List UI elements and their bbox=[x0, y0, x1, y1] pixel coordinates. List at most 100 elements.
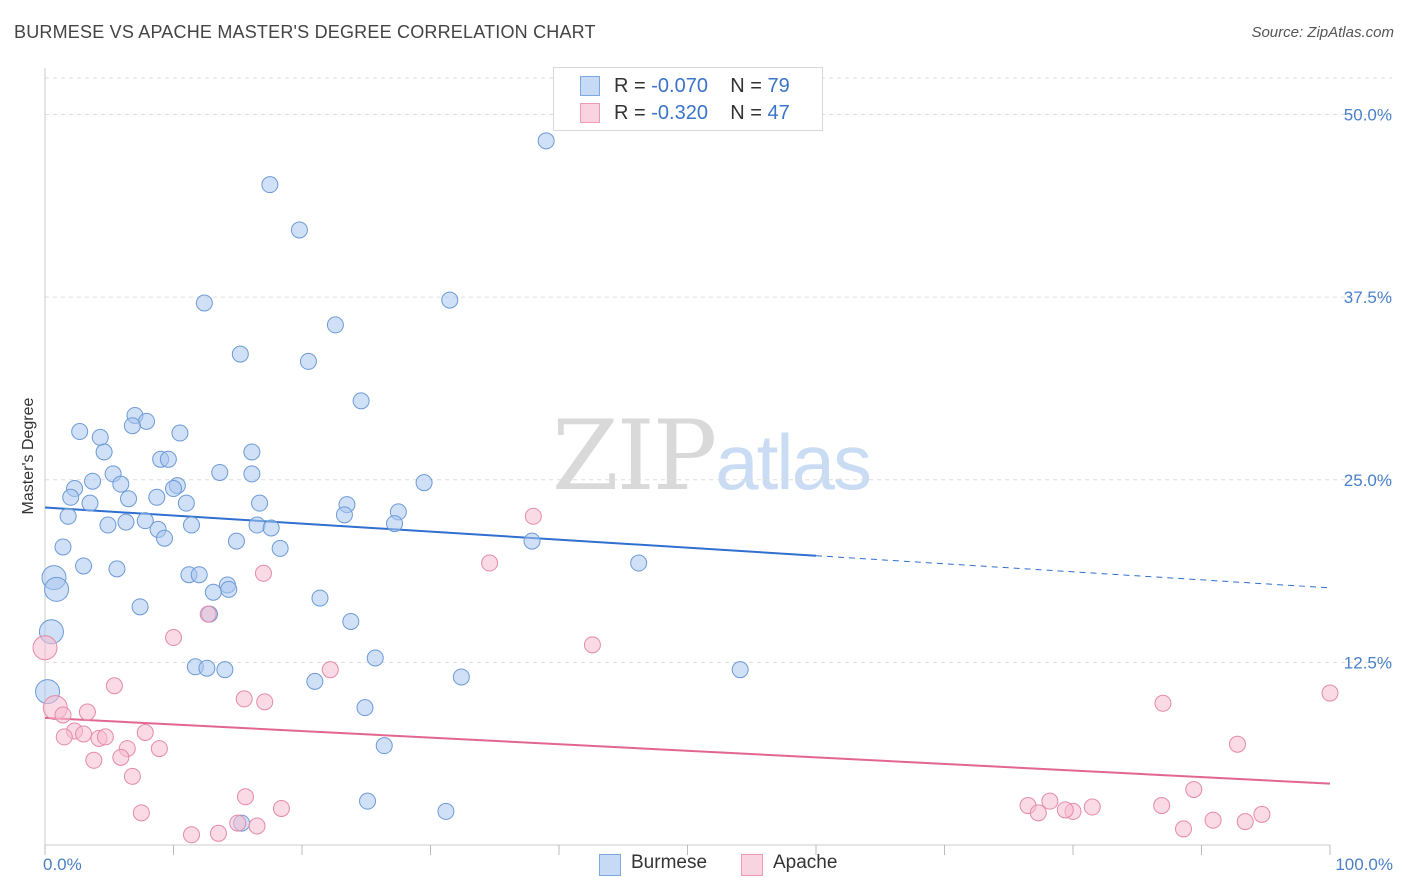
burmese-point bbox=[182, 516, 200, 534]
burmese-point bbox=[59, 507, 77, 525]
apache-point bbox=[583, 636, 601, 654]
burmese-point bbox=[437, 802, 455, 820]
apache-point bbox=[1175, 820, 1193, 838]
grid-lines bbox=[45, 77, 1392, 663]
legend-swatch-burmese bbox=[599, 854, 621, 876]
apache-point bbox=[256, 693, 274, 711]
burmese-point bbox=[108, 560, 126, 578]
burmese-point bbox=[311, 589, 329, 607]
burmese-point bbox=[386, 515, 404, 533]
burmese-point bbox=[165, 480, 182, 498]
burmese-point bbox=[342, 612, 360, 630]
burmese-point bbox=[366, 649, 384, 667]
chart-title: BURMESE VS APACHE MASTER'S DEGREE CORREL… bbox=[14, 22, 596, 42]
burmese-point bbox=[248, 516, 266, 534]
burmese-point bbox=[731, 661, 749, 679]
apache-point bbox=[248, 817, 266, 835]
tick-labels: 12.5% 25.0% 37.5% 50.0% 0.0% 100.0% bbox=[43, 106, 1393, 874]
burmese-point bbox=[261, 176, 279, 194]
burmese-point bbox=[216, 661, 234, 679]
apache-point bbox=[85, 751, 103, 769]
legend-stats-apache: R = -0.320 N = 47 bbox=[614, 102, 790, 125]
y-tick-label: 50.0% bbox=[1344, 106, 1392, 125]
burmese-point bbox=[415, 474, 433, 492]
apache-point bbox=[254, 564, 272, 582]
apache-point bbox=[1083, 798, 1101, 816]
apache-point bbox=[55, 728, 73, 746]
burmese-trend-line bbox=[44, 506, 817, 557]
burmese-point bbox=[123, 417, 141, 435]
burmese-point bbox=[375, 737, 393, 755]
apache-point bbox=[1236, 813, 1254, 831]
burmese-point bbox=[190, 566, 208, 584]
apache-point bbox=[272, 799, 290, 817]
burmese-point bbox=[136, 512, 154, 530]
burmese-point bbox=[44, 576, 70, 602]
burmese-trend-extension bbox=[815, 555, 1331, 589]
burmese-point bbox=[290, 221, 308, 239]
apache-point bbox=[32, 635, 58, 661]
apache-point bbox=[1185, 780, 1203, 798]
watermark-atlas: atlas bbox=[715, 418, 872, 506]
n-value: 47 bbox=[767, 101, 790, 124]
burmese-point bbox=[91, 428, 109, 446]
burmese-point bbox=[62, 488, 80, 506]
burmese-point bbox=[198, 659, 216, 677]
burmese-point bbox=[95, 443, 113, 461]
burmese-point bbox=[159, 450, 177, 468]
r-label: R = bbox=[614, 74, 652, 97]
r-value: -0.320 bbox=[651, 101, 708, 124]
burmese-point bbox=[326, 316, 344, 334]
burmese-point bbox=[131, 598, 149, 616]
apache-point bbox=[1228, 735, 1246, 753]
burmese-point bbox=[251, 494, 269, 512]
burmese-point bbox=[299, 352, 317, 370]
apache-point bbox=[1253, 805, 1271, 823]
burmese-point bbox=[271, 539, 289, 557]
burmese-point bbox=[356, 699, 374, 717]
legend-swatch-apache bbox=[741, 854, 763, 876]
y-tick-label: 25.0% bbox=[1344, 471, 1392, 490]
correlation-legend: R = -0.070 N = 79 R = -0.320 N = 47 bbox=[553, 67, 823, 131]
watermark-zip: ZIP bbox=[552, 400, 717, 512]
legend-label-apache: Apache bbox=[773, 852, 838, 873]
apache-point bbox=[78, 703, 96, 721]
burmese-point bbox=[211, 463, 229, 481]
trend-lines bbox=[44, 506, 1331, 785]
apache-point bbox=[1321, 684, 1339, 702]
apache-point bbox=[236, 788, 254, 806]
apache-point bbox=[1041, 792, 1059, 810]
burmese-point bbox=[81, 494, 99, 512]
n-label: N = bbox=[730, 101, 768, 124]
apache-point bbox=[524, 507, 542, 525]
apache-point bbox=[150, 740, 168, 758]
burmese-point bbox=[452, 668, 470, 686]
burmese-point bbox=[243, 465, 261, 483]
burmese-point bbox=[71, 423, 89, 441]
apache-point bbox=[105, 677, 123, 695]
apache-point bbox=[1154, 694, 1172, 712]
burmese-point bbox=[195, 294, 213, 312]
y-tick-label: 12.5% bbox=[1344, 653, 1392, 672]
apache-point bbox=[136, 724, 154, 742]
legend-label-burmese: Burmese bbox=[631, 852, 708, 873]
apache-point bbox=[112, 748, 130, 766]
burmese-point bbox=[441, 291, 459, 309]
burmese-point bbox=[156, 529, 174, 547]
legend-swatch-apache bbox=[580, 103, 600, 123]
apache-point bbox=[75, 725, 93, 743]
burmese-point bbox=[75, 557, 93, 575]
burmese-point bbox=[359, 792, 377, 810]
apache-point bbox=[182, 826, 200, 844]
burmese-point bbox=[537, 132, 555, 150]
burmese-point bbox=[523, 532, 541, 550]
burmese-point bbox=[306, 672, 324, 690]
apache-point bbox=[96, 728, 114, 746]
apache-point bbox=[1153, 797, 1171, 815]
apache-point bbox=[123, 767, 141, 785]
burmese-point bbox=[84, 472, 102, 490]
burmese-point bbox=[220, 580, 238, 598]
y-axis-label: Master's Degree bbox=[20, 397, 37, 514]
apache-point bbox=[235, 690, 253, 708]
